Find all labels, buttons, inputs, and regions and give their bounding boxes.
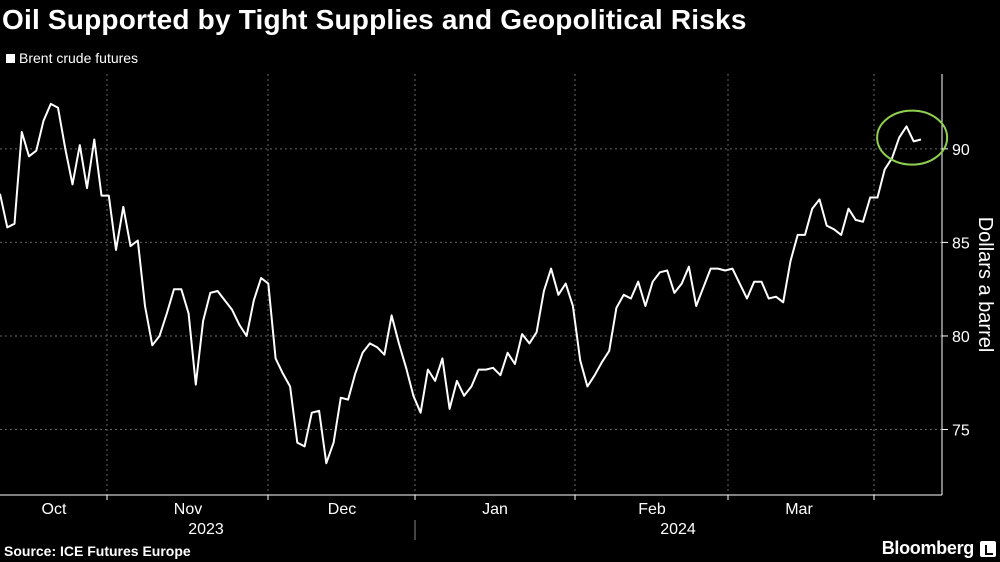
legend: Brent crude futures: [6, 50, 138, 66]
y-axis-title: Dollars a barrel: [974, 217, 996, 353]
y-tick-label: 80: [952, 329, 970, 346]
x-month-label: Nov: [174, 501, 202, 518]
x-month-label: Jan: [482, 501, 508, 518]
brand-logo: Bloomberg: [881, 538, 975, 558]
source-note: Source: ICE Futures Europe: [4, 543, 191, 559]
chart-title: Oil Supported by Tight Supplies and Geop…: [2, 4, 747, 35]
x-month-label: Feb: [638, 501, 666, 518]
bloomberg-chart-icon: [980, 541, 996, 557]
series-line-brent: [0, 102, 922, 465]
legend-swatch: [6, 53, 15, 63]
legend-label: Brent crude futures: [19, 50, 139, 66]
x-month-label: Oct: [42, 501, 67, 518]
x-year-label: 2023: [188, 521, 224, 538]
y-tick-label: 75: [952, 423, 970, 440]
highlight-circle: [876, 109, 949, 166]
x-year-label: 2024: [660, 521, 696, 538]
x-month-label: Mar: [785, 501, 813, 518]
x-month-label: Dec: [328, 501, 356, 518]
y-tick-label: 85: [952, 235, 970, 252]
y-tick-label: 90: [952, 142, 970, 159]
